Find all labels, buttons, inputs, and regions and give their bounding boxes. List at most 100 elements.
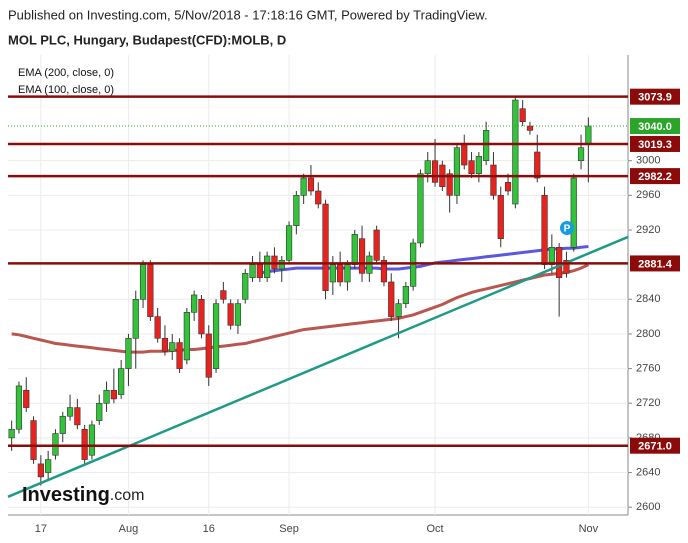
candle-body <box>504 182 512 192</box>
level-label: 3019.3 <box>638 139 672 151</box>
candle-body <box>307 177 315 192</box>
candle-body <box>380 260 388 283</box>
candle-body <box>103 389 110 404</box>
candle-body <box>191 294 198 313</box>
legend-entry: EMA (100, close, 0) <box>18 84 114 96</box>
candle-body <box>147 264 154 317</box>
candle-body <box>526 125 534 131</box>
level-label: 2982.2 <box>638 171 672 183</box>
y-tick-label: 2760 <box>636 363 660 375</box>
candle-body <box>198 298 205 335</box>
candle-body <box>512 99 519 205</box>
candle-body <box>66 407 74 417</box>
candle-body <box>358 238 366 274</box>
chart-title: MOL PLC, Hungary, Budapest(CFD):MOLB, D <box>8 32 286 47</box>
level-label: 2671.0 <box>638 441 672 453</box>
candle-body <box>351 234 358 265</box>
candle-body <box>519 108 526 123</box>
candle-body <box>227 303 234 326</box>
candle-body <box>570 177 577 248</box>
x-tick-label: Nov <box>579 523 599 535</box>
candle-body <box>337 264 344 283</box>
level-label-box <box>630 255 680 272</box>
candle-body <box>322 203 329 291</box>
candle-body <box>37 463 44 478</box>
candle-body <box>461 143 468 166</box>
candle-body <box>468 160 475 174</box>
logo-suffix: .com <box>110 487 145 504</box>
candle-body <box>212 303 220 369</box>
x-tick-label: Oct <box>426 523 443 535</box>
candle-body <box>45 459 52 473</box>
candle-body <box>388 281 395 317</box>
candle-body <box>183 311 190 361</box>
candle-body <box>453 147 461 196</box>
y-tick-label: 2800 <box>636 328 660 340</box>
candle-body <box>8 428 15 439</box>
candle-body <box>161 337 169 352</box>
marker-badge <box>560 221 574 235</box>
candle-body <box>490 164 497 196</box>
candle-body <box>139 264 147 300</box>
candle-body <box>74 407 81 426</box>
x-tick-label: 16 <box>203 523 215 535</box>
y-tick-label: 2960 <box>636 189 660 201</box>
level-label: 3073.9 <box>638 92 672 104</box>
candle-body <box>23 389 30 408</box>
candle-body <box>585 125 592 144</box>
candle-body <box>534 151 541 179</box>
level-label-box <box>630 88 680 105</box>
x-tick-label: 17 <box>35 523 47 535</box>
candle-body <box>264 255 271 278</box>
y-tick-label: 2720 <box>636 397 660 409</box>
candle-body <box>285 225 293 261</box>
candle-body <box>315 190 322 205</box>
level-label-box <box>630 168 680 185</box>
level-label: 2881.4 <box>638 258 673 270</box>
logo-name: Investing <box>22 484 110 506</box>
trendline <box>7 235 629 498</box>
candle-body <box>59 415 66 434</box>
ema-line <box>11 263 590 354</box>
candle-body <box>417 173 424 244</box>
candle-body <box>169 342 176 352</box>
candle-body <box>256 264 263 278</box>
legend-entry: EMA (200, close, 0) <box>18 67 114 79</box>
candle-body <box>424 160 431 174</box>
marker-text: P <box>564 224 571 235</box>
candle-body <box>132 298 139 339</box>
candle-body <box>205 333 212 378</box>
last-price-box <box>630 118 680 135</box>
last-price-label: 3040.0 <box>638 121 672 133</box>
candle-body <box>431 160 439 183</box>
level-label-box <box>630 437 680 454</box>
y-tick-label: 2600 <box>636 501 660 513</box>
x-tick-label: Aug <box>119 523 139 535</box>
published-note: Published on Investing.com, 5/Nov/2018 -… <box>8 7 488 22</box>
candle-body <box>344 264 351 283</box>
candle-body <box>110 389 117 400</box>
candle-body <box>15 385 23 430</box>
candle-body <box>88 424 96 456</box>
candle-body <box>483 130 490 161</box>
candle-body <box>249 264 256 278</box>
x-tick-label: Sep <box>279 523 299 535</box>
ema-line <box>259 245 589 275</box>
candle-body <box>541 195 548 265</box>
candle-body <box>293 195 300 226</box>
candle-body <box>52 433 59 456</box>
candle-body <box>395 303 402 317</box>
candle-body <box>118 368 125 395</box>
candle-body <box>577 147 585 161</box>
candle-body <box>300 177 307 196</box>
y-tick-label: 2920 <box>636 224 660 236</box>
overlay: 3073.9 3019.3 2982.2 2881.4 2671.0 3040.0 EMA … <box>8 67 680 506</box>
candle-body <box>176 342 183 369</box>
level-label-box <box>630 135 680 152</box>
candle-body <box>563 260 570 274</box>
logo: Investing.com <box>22 484 144 506</box>
y-tick-label: 2840 <box>636 293 660 305</box>
candle-body <box>234 303 242 326</box>
candle-body <box>548 247 555 265</box>
